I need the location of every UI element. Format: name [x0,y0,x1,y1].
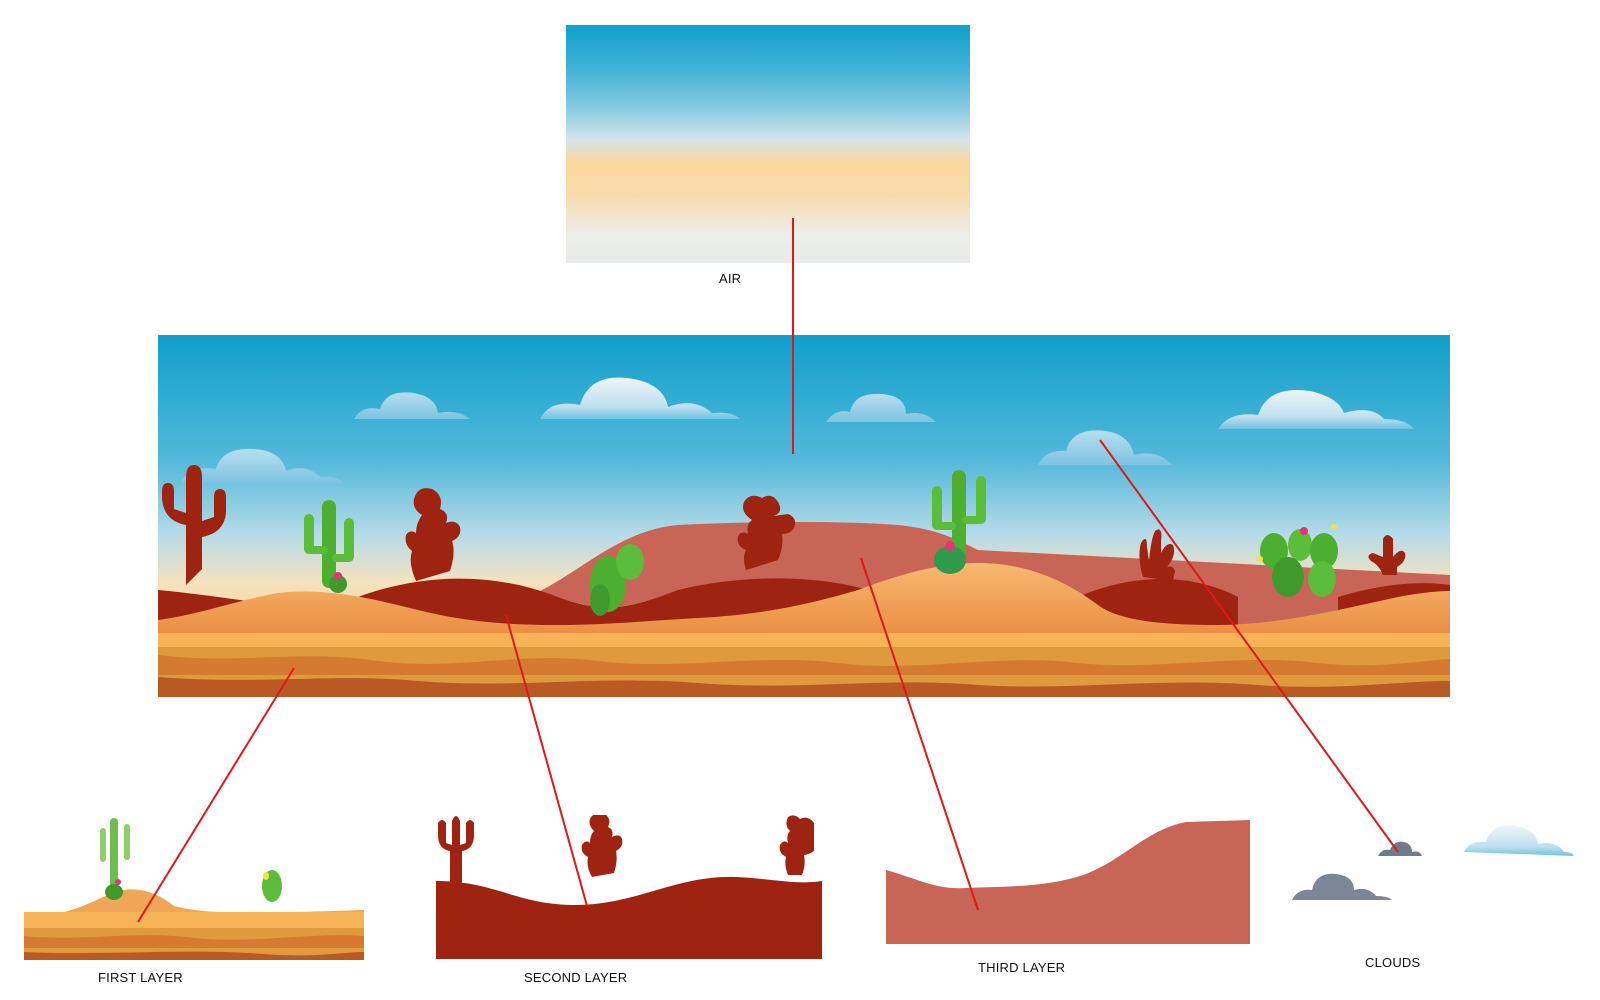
air-label: AIR [719,271,742,286]
first-layer-cactus-left [100,818,130,900]
connector-second-layer [505,614,588,907]
third-layer-panel [886,818,1250,944]
connector-clouds [1099,439,1399,853]
cloud-4 [826,393,936,422]
clouds-label: CLOUDS [1365,955,1421,970]
connector-third-layer [860,557,979,911]
third-layer-label: THIRD LAYER [978,960,1066,975]
cloud-sprite-grey-large [1292,873,1392,900]
cloud-sprite-blue [1464,825,1574,856]
first-layer-panel [24,810,364,962]
scene-ground-top [158,633,1450,647]
cloud-sprite-grey-small [1378,841,1422,856]
cloud-1 [180,448,344,483]
first-layer-cactus-right [262,870,282,902]
second-layer-panel [436,815,822,959]
scene-green-cacti [304,470,1338,616]
second-layer-label: SECOND LAYER [524,970,628,985]
scene-silhouettes [162,465,1406,585]
cloud-3 [540,377,740,419]
clouds-panel [1284,812,1574,908]
cloud-6 [1218,390,1414,429]
air-layer-panel [566,25,970,263]
first-layer-label: FIRST LAYER [98,970,183,985]
scene-first-layer-sand [158,563,1450,635]
connector-first-layer [137,667,295,923]
composite-desert-scene [158,335,1450,697]
cloud-2 [354,392,470,419]
